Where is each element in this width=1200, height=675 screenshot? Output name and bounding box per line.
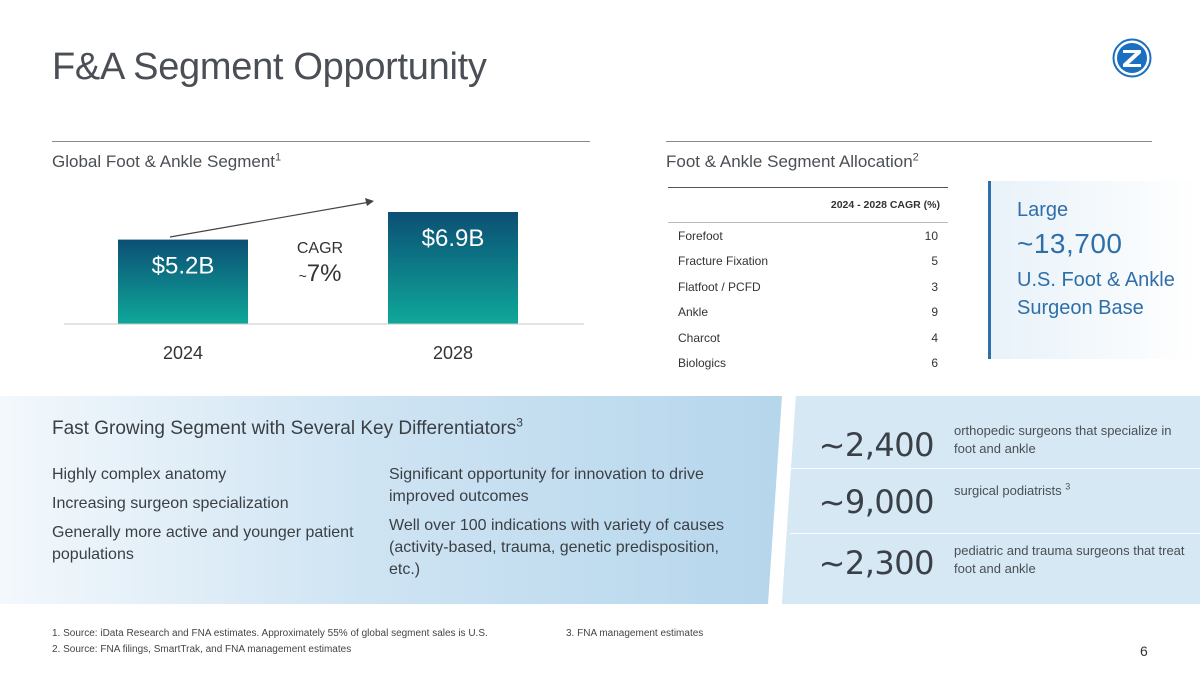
diff-item: Significant opportunity for innovation t… <box>389 466 704 505</box>
callout-big-number: ~13,700 <box>1017 228 1123 259</box>
footnote-1: 1. Source: iData Research and FNA estima… <box>52 628 488 639</box>
stat-number: ~2,400 <box>818 426 935 464</box>
differentiators-col1: Highly complex anatomy Increasing surgeo… <box>52 464 372 573</box>
table-row-label: Charcot <box>678 330 721 345</box>
footnote-3: 3. FNA management estimates <box>566 628 704 639</box>
table-header: 2024 - 2028 CAGR (%) <box>668 187 948 223</box>
table-row-label: Fracture Fixation <box>678 254 769 269</box>
banner-slash <box>768 396 1200 604</box>
table-row-label: Ankle <box>678 305 709 320</box>
cagr-value: ~7% <box>299 260 342 287</box>
stat-desc: orthopedic surgeons that specialize in f… <box>954 423 1172 456</box>
diff-item: Well over 100 indications with variety o… <box>389 517 724 578</box>
table-row-value: 3 <box>931 279 938 294</box>
stat-number: ~2,300 <box>818 544 935 582</box>
table-row-label: Flatfoot / PCFD <box>678 279 761 294</box>
table-row-label: Biologics <box>678 356 727 371</box>
footnote-2: 2. Source: FNA filings, SmartTrak, and F… <box>52 644 352 655</box>
table-row-value: 4 <box>931 330 938 345</box>
category-tick-label: 2024 <box>163 343 203 363</box>
right-divider <box>666 141 1152 142</box>
diff-item: Generally more active and younger patien… <box>52 524 354 563</box>
company-logo-icon <box>1112 38 1152 78</box>
table-row: Biologics 6 <box>668 351 948 377</box>
table-row-label: Forefoot <box>678 228 723 243</box>
stat-desc: surgical podiatrists 3 <box>954 481 1071 498</box>
page-number: 6 <box>1140 643 1148 659</box>
differentiators-title: Fast Growing Segment with Several Key Di… <box>52 415 523 439</box>
table-row-value: 9 <box>931 305 938 320</box>
stat-divider <box>790 468 1200 469</box>
stat-desc: pediatric and trauma surgeons that treat… <box>954 543 1185 576</box>
callout-line1: Large <box>1017 199 1069 221</box>
cagr-arrow <box>169 201 371 238</box>
surgeon-base-callout: Large ~13,700 U.S. Foot & Ankle Surgeon … <box>988 181 1200 359</box>
differentiators-banner: Fast Growing Segment with Several Key Di… <box>0 396 1200 604</box>
table-row: Ankle 9 <box>668 300 948 326</box>
table-row-value: 5 <box>931 254 938 269</box>
table-row: Forefoot 10 <box>668 223 948 249</box>
table-row-value: 6 <box>931 356 938 371</box>
bar-data-label: $6.9B <box>422 225 485 252</box>
diff-item: Increasing surgeon specialization <box>52 495 289 512</box>
stat-orthopedic: ~2,400 orthopedic surgeons that speciali… <box>790 418 1200 484</box>
stat-podiatrists: ~9,000 surgical podiatrists 3 <box>790 478 1200 544</box>
stat-pediatric: ~2,300 pediatric and trauma surgeons tha… <box>790 540 1200 606</box>
table-section-title: Foot & Ankle Segment Allocation2 <box>666 151 919 171</box>
diff-item: Highly complex anatomy <box>52 466 227 483</box>
callout-line3: U.S. Foot & Ankle Surgeon Base <box>1017 269 1175 319</box>
allocation-table: 2024 - 2028 CAGR (%) Forefoot 10 Fracture … <box>668 187 948 376</box>
table-row: Charcot 4 <box>668 325 948 351</box>
table-row: Flatfoot / PCFD 3 <box>668 274 948 300</box>
segment-bar-chart: $5.2B 2024 $6.9B 2028 CAGR ~7% <box>64 198 584 363</box>
bar-data-label: $5.2B <box>152 253 215 280</box>
category-tick-label: 2028 <box>433 343 473 363</box>
bar-2024 <box>118 239 248 324</box>
stat-divider <box>790 533 1200 534</box>
differentiators-col2: Significant opportunity for innovation t… <box>389 464 729 588</box>
table-row: Fracture Fixation 5 <box>668 249 948 275</box>
left-divider <box>52 141 590 142</box>
bar-2028 <box>388 212 518 324</box>
chart-section-title: Global Foot & Ankle Segment1 <box>52 151 282 171</box>
page-title: F&A Segment Opportunity <box>52 46 487 88</box>
table-row-value: 10 <box>924 228 938 243</box>
stat-number: ~9,000 <box>818 483 935 521</box>
cagr-label: CAGR <box>297 240 343 257</box>
cagr-arrowhead <box>365 198 374 206</box>
